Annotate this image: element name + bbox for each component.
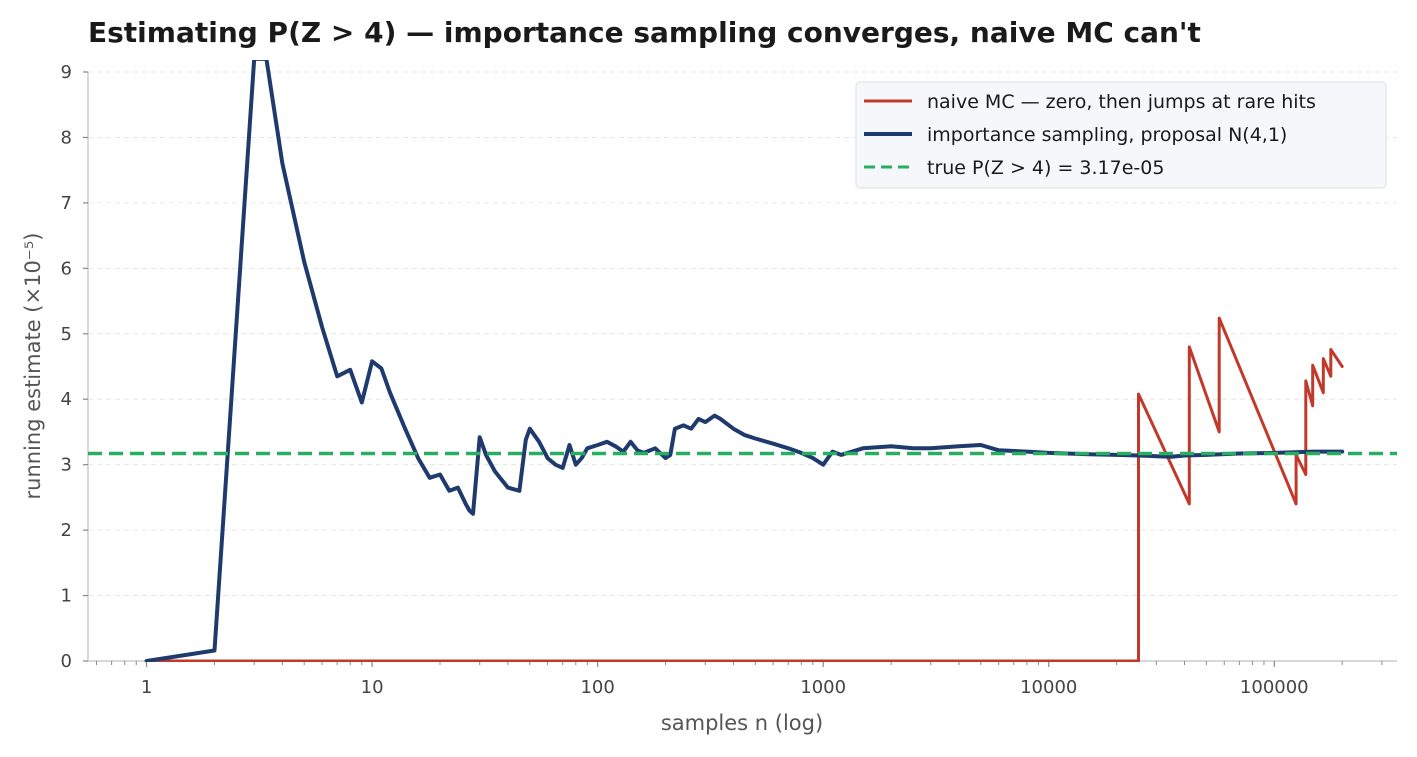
legend-label-2: importance sampling, proposal N(4,1)	[927, 124, 1287, 146]
y-tick-label: 8	[61, 127, 72, 148]
chart-title: Estimating P(Z > 4) — importance samplin…	[88, 16, 1201, 49]
legend-label-3: true P(Z > 4) = 3.17e-05	[927, 157, 1164, 179]
legend: naive MC — zero, then jumps at rare hits…	[855, 81, 1387, 189]
legend-label-1: naive MC — zero, then jumps at rare hits	[927, 91, 1316, 113]
x-axis-label: samples n (log)	[661, 711, 823, 735]
series	[88, 60, 1397, 662]
x-tick-label: 100	[580, 677, 614, 698]
x-tick-label: 1000	[800, 677, 846, 698]
y-tick-label: 6	[61, 258, 72, 279]
y-tick-label: 9	[61, 62, 72, 83]
y-tick-label: 5	[61, 324, 72, 345]
series-line-1	[145, 316, 1344, 662]
y-tick-label: 7	[61, 193, 72, 214]
x-tick-label: 100000	[1240, 677, 1309, 698]
x-tick-label: 10	[361, 677, 384, 698]
y-axis-label: running estimate (×10⁻⁵)	[21, 232, 45, 499]
y-tick-label: 3	[61, 455, 72, 476]
y-tick-label: 4	[61, 389, 72, 410]
y-tick-label: 1	[61, 586, 72, 607]
y-tick-label: 0	[61, 651, 72, 672]
y-tick-label: 2	[61, 520, 72, 541]
x-tick-label: 10000	[1020, 677, 1077, 698]
legend-box	[855, 81, 1387, 189]
x-tick-label: 1	[141, 677, 152, 698]
